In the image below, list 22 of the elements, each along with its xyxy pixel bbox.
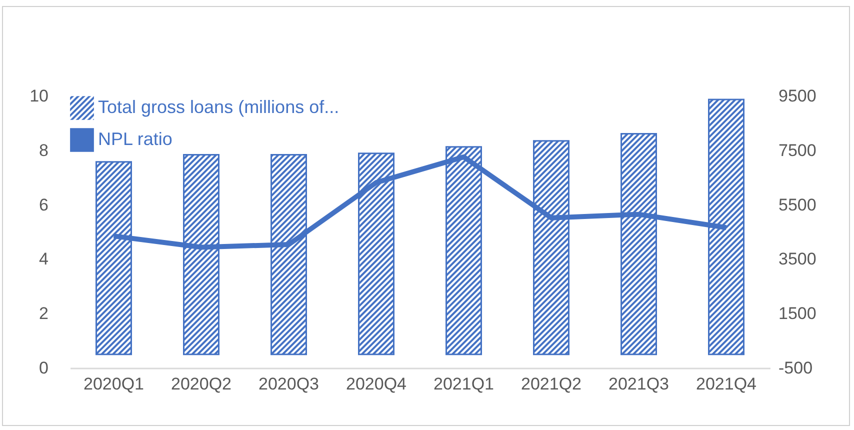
legend-label: Total gross loans (millions of... — [98, 97, 340, 117]
y2-tick-label: -500 — [778, 358, 813, 378]
x-tick-label: 2021Q2 — [521, 374, 582, 394]
y2-tick-label: 7500 — [778, 140, 816, 160]
x-tick-label: 2021Q1 — [434, 374, 494, 394]
y-tick-label: 10 — [30, 86, 48, 106]
x-tick-label: 2020Q1 — [84, 374, 144, 394]
y2-tick-label: 9500 — [778, 86, 816, 106]
x-tick-label: 2020Q2 — [171, 374, 232, 394]
y-tick-label: 2 — [39, 304, 48, 324]
y-tick-label: 8 — [39, 140, 48, 160]
x-tick-label: 2020Q4 — [346, 374, 406, 394]
y2-tick-label: 5500 — [778, 195, 816, 214]
y-tick-label: 0 — [39, 358, 48, 378]
y-tick-label: 4 — [39, 250, 48, 269]
x-tick-label: 2021Q4 — [696, 374, 756, 394]
y2-tick-label: 1500 — [778, 304, 816, 324]
y2-tick-label: 3500 — [778, 250, 816, 269]
legend-label: NPL ratio — [98, 129, 172, 149]
y-tick-label: 6 — [39, 195, 48, 214]
x-tick-label: 2021Q3 — [608, 374, 669, 394]
x-tick-label: 2020Q3 — [258, 374, 319, 394]
